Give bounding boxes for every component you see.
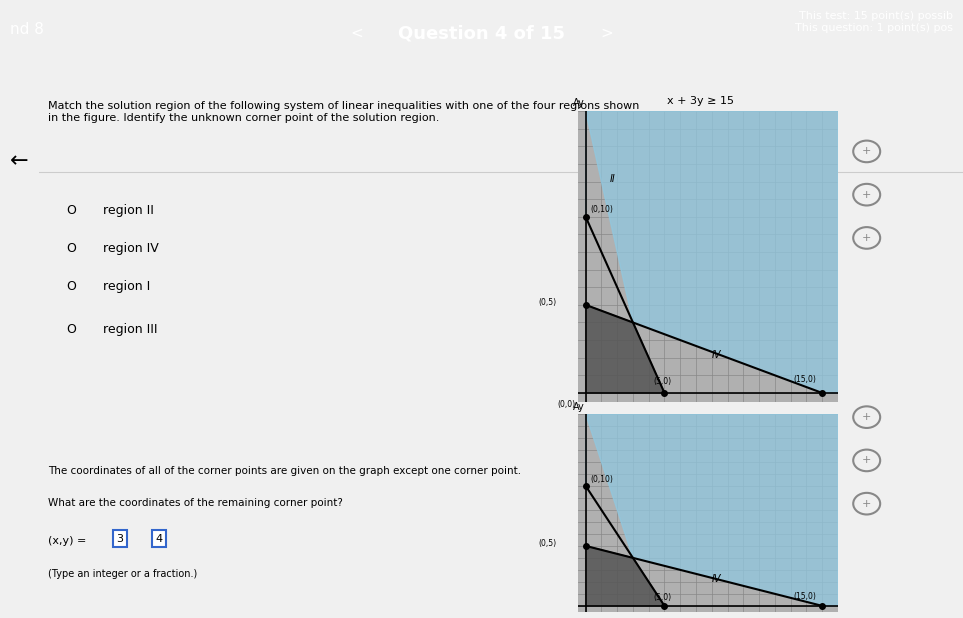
Text: +: + <box>862 146 872 156</box>
Text: +: + <box>862 190 872 200</box>
Text: x ≥ 0: x ≥ 0 <box>667 156 697 166</box>
Text: Ay: Ay <box>573 98 585 108</box>
Text: ←: ← <box>10 151 29 171</box>
Text: (x,y) =: (x,y) = <box>48 536 90 546</box>
Text: (0,5): (0,5) <box>538 298 557 307</box>
Text: +: + <box>862 499 872 509</box>
Text: (0,10): (0,10) <box>590 205 613 214</box>
Text: The coordinates of all of the corner points are given on the graph except one co: The coordinates of all of the corner poi… <box>48 466 521 476</box>
Text: +: + <box>862 412 872 422</box>
Text: Ay: Ay <box>573 402 585 412</box>
Text: 3: 3 <box>117 534 123 544</box>
Polygon shape <box>586 111 838 393</box>
Text: (Type an integer or a fraction.): (Type an integer or a fraction.) <box>48 569 197 579</box>
Text: region III: region III <box>103 323 158 336</box>
Text: x + 3y ≥ 15: x + 3y ≥ 15 <box>667 96 734 106</box>
Text: This test: 15 point(s) possib
This question: 1 point(s) pos: This test: 15 point(s) possib This quest… <box>795 12 953 33</box>
Polygon shape <box>586 305 664 393</box>
Text: y ≥ 0: y ≥ 0 <box>667 185 697 196</box>
Text: (0,5): (0,5) <box>538 539 557 548</box>
Text: region IV: region IV <box>103 242 159 255</box>
Text: O: O <box>66 203 76 217</box>
Text: Question 4 of 15: Question 4 of 15 <box>398 24 565 43</box>
Text: Match the solution region of the following system of linear inequalities with on: Match the solution region of the followi… <box>48 101 639 123</box>
Text: IV: IV <box>712 350 721 360</box>
Text: O: O <box>66 280 76 293</box>
Text: (0,0): (0,0) <box>558 400 576 409</box>
Text: region I: region I <box>103 280 150 293</box>
Text: (15,0): (15,0) <box>794 375 817 384</box>
Text: 4: 4 <box>155 534 162 544</box>
Text: (0,10): (0,10) <box>590 475 613 485</box>
Text: 2x + y ≥ 10: 2x + y ≥ 10 <box>667 126 735 136</box>
Text: +: + <box>862 455 872 465</box>
Text: O: O <box>66 323 76 336</box>
Polygon shape <box>586 414 838 606</box>
Text: What are the coordinates of the remaining corner point?: What are the coordinates of the remainin… <box>48 498 343 509</box>
Text: >: > <box>600 26 613 41</box>
Text: region II: region II <box>103 203 154 217</box>
Text: O: O <box>66 242 76 255</box>
Text: II: II <box>610 174 615 184</box>
Text: (15,0): (15,0) <box>794 591 817 601</box>
Text: IV: IV <box>712 574 721 584</box>
Text: nd 8: nd 8 <box>10 22 43 37</box>
Text: (5,0): (5,0) <box>654 593 671 602</box>
Text: (5,0): (5,0) <box>654 377 671 386</box>
Polygon shape <box>586 546 664 606</box>
Text: <: < <box>350 26 363 41</box>
Text: +: + <box>862 233 872 243</box>
